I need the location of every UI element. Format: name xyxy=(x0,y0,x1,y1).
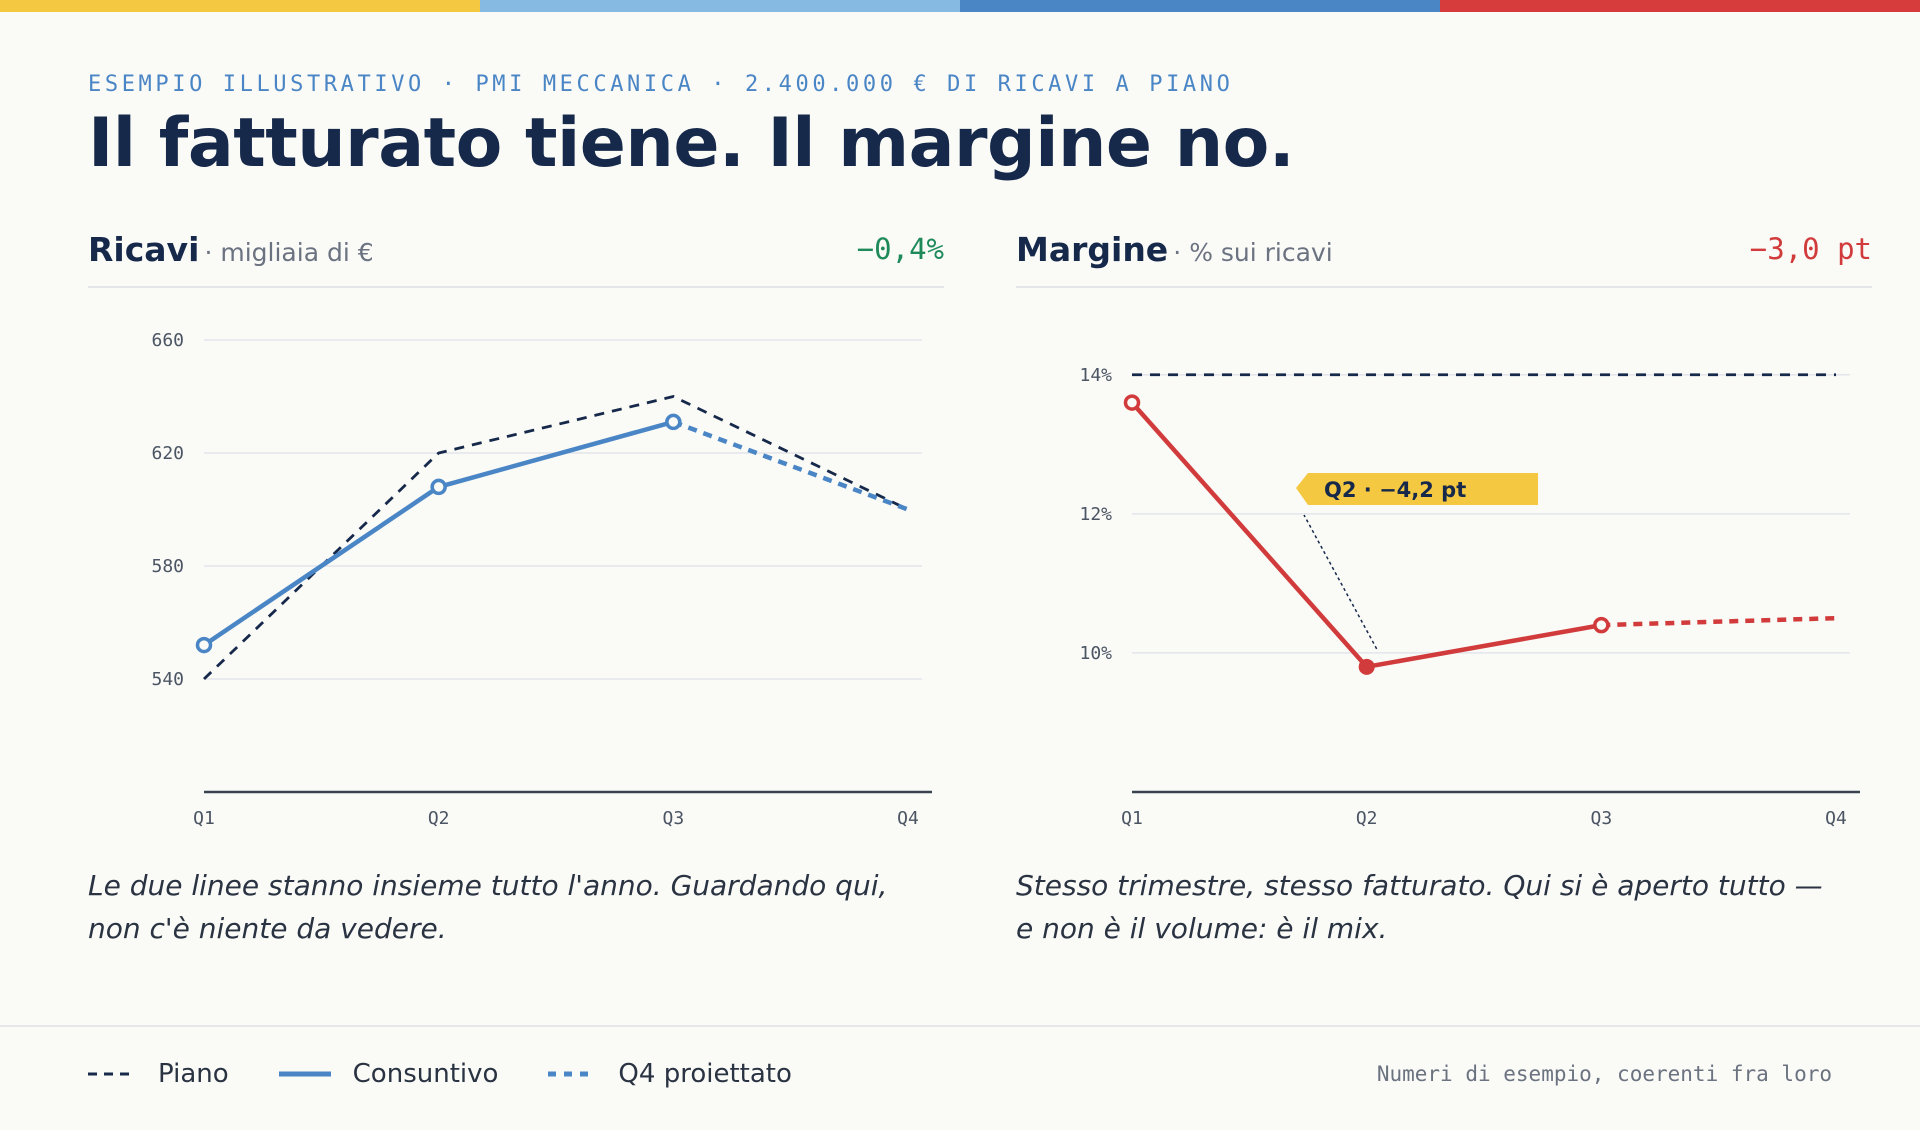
margin-annotation-tag xyxy=(1296,473,1538,505)
margin-y-tick-label: 14% xyxy=(1079,365,1112,386)
topbar-segment-light-blue xyxy=(480,0,960,12)
margin-annotation-leader xyxy=(1303,514,1378,650)
chart-legend: Piano Consuntivo Q4 proiettato xyxy=(88,1056,842,1092)
legend-item-plan: Piano xyxy=(88,1059,229,1089)
legend-label-plan: Piano xyxy=(158,1059,229,1089)
revenue-panel-title: Ricavi xyxy=(88,230,200,269)
margin-annotation-label: Q2 · −4,2 pt xyxy=(1324,478,1466,502)
revenue-panel-title-group: Ricavi · migliaia di € xyxy=(88,230,374,269)
margin-panel-header: Margine · % sui ricavi −3,0 pt xyxy=(1016,226,1872,288)
footnote: Numeri di esempio, coerenti fra loro xyxy=(1376,1062,1832,1086)
revenue-caption: Le due linee stanno insieme tutto l'anno… xyxy=(88,869,888,945)
legend-label-actual: Consuntivo xyxy=(352,1059,499,1089)
legend-dashed-line-icon xyxy=(88,1072,136,1076)
margin-actual-point-highlight xyxy=(1358,658,1375,675)
revenue-x-tick-label: Q2 xyxy=(428,808,450,829)
margin-delta-value: −3,0 pt xyxy=(1749,232,1872,266)
topbar-segment-blue xyxy=(960,0,1440,12)
margin-x-tick-label: Q4 xyxy=(1825,808,1847,829)
revenue-line-chart: 540 580 620 660 Q1 Q2 Q3 Q4 xyxy=(151,330,932,829)
eyebrow-text: ESEMPIO ILLUSTRATIVO · PMI MECCANICA · 2… xyxy=(88,72,1234,97)
revenue-delta-value: −0,4% xyxy=(856,232,944,266)
footer-divider xyxy=(0,1025,1920,1027)
margin-x-tick-label: Q3 xyxy=(1590,808,1612,829)
legend-dotted-line-icon xyxy=(548,1071,597,1077)
revenue-series-projected-line xyxy=(672,419,909,512)
topbar-segment-yellow xyxy=(0,0,480,12)
revenue-series-plan-line xyxy=(203,395,909,681)
margin-x-tick-label: Q1 xyxy=(1121,808,1143,829)
margin-y-tick-label: 12% xyxy=(1079,504,1112,525)
revenue-actual-point xyxy=(430,478,447,496)
revenue-y-tick-label: 620 xyxy=(151,443,184,464)
legend-item-actual: Consuntivo xyxy=(278,1059,499,1089)
revenue-x-tick-label: Q4 xyxy=(897,808,919,829)
legend-solid-line-icon xyxy=(278,1071,331,1077)
legend-item-projected: Q4 proiettato xyxy=(548,1059,792,1089)
margin-actual-point xyxy=(1123,394,1141,411)
revenue-actual-point xyxy=(195,636,213,654)
legend-label-projected: Q4 proiettato xyxy=(618,1059,792,1089)
revenue-x-tick-label: Q1 xyxy=(193,808,215,829)
page-title: Il fatturato tiene. Il margine no. xyxy=(88,104,1295,183)
topbar-segment-red xyxy=(1440,0,1920,12)
margin-caption: Stesso trimestre, stesso fatturato. Qui … xyxy=(1016,869,1823,945)
margin-series-actual-line xyxy=(1130,401,1602,670)
margin-panel-title-group: Margine · % sui ricavi xyxy=(1016,230,1333,269)
margin-panel-title: Margine xyxy=(1016,230,1169,269)
margin-line-chart: 10% 12% 14% Q1 Q2 Q3 Q4 Q2 · −4,2 pt xyxy=(1079,365,1860,829)
revenue-panel-subtitle: · migliaia di € xyxy=(204,238,374,267)
revenue-x-tick-label: Q3 xyxy=(662,808,684,829)
revenue-y-tick-label: 540 xyxy=(151,669,184,690)
revenue-y-tick-label: 660 xyxy=(151,330,184,351)
margin-x-tick-label: Q2 xyxy=(1356,808,1378,829)
margin-series-projected-line xyxy=(1601,615,1837,628)
revenue-actual-point xyxy=(665,413,682,431)
margin-y-tick-label: 10% xyxy=(1079,643,1112,664)
top-color-bar xyxy=(0,0,1920,12)
margin-panel-subtitle: · % sui ricavi xyxy=(1173,238,1333,267)
revenue-y-tick-label: 580 xyxy=(151,556,184,577)
margin-actual-point xyxy=(1593,616,1610,634)
revenue-panel-header: Ricavi · migliaia di € −0,4% xyxy=(88,226,944,288)
